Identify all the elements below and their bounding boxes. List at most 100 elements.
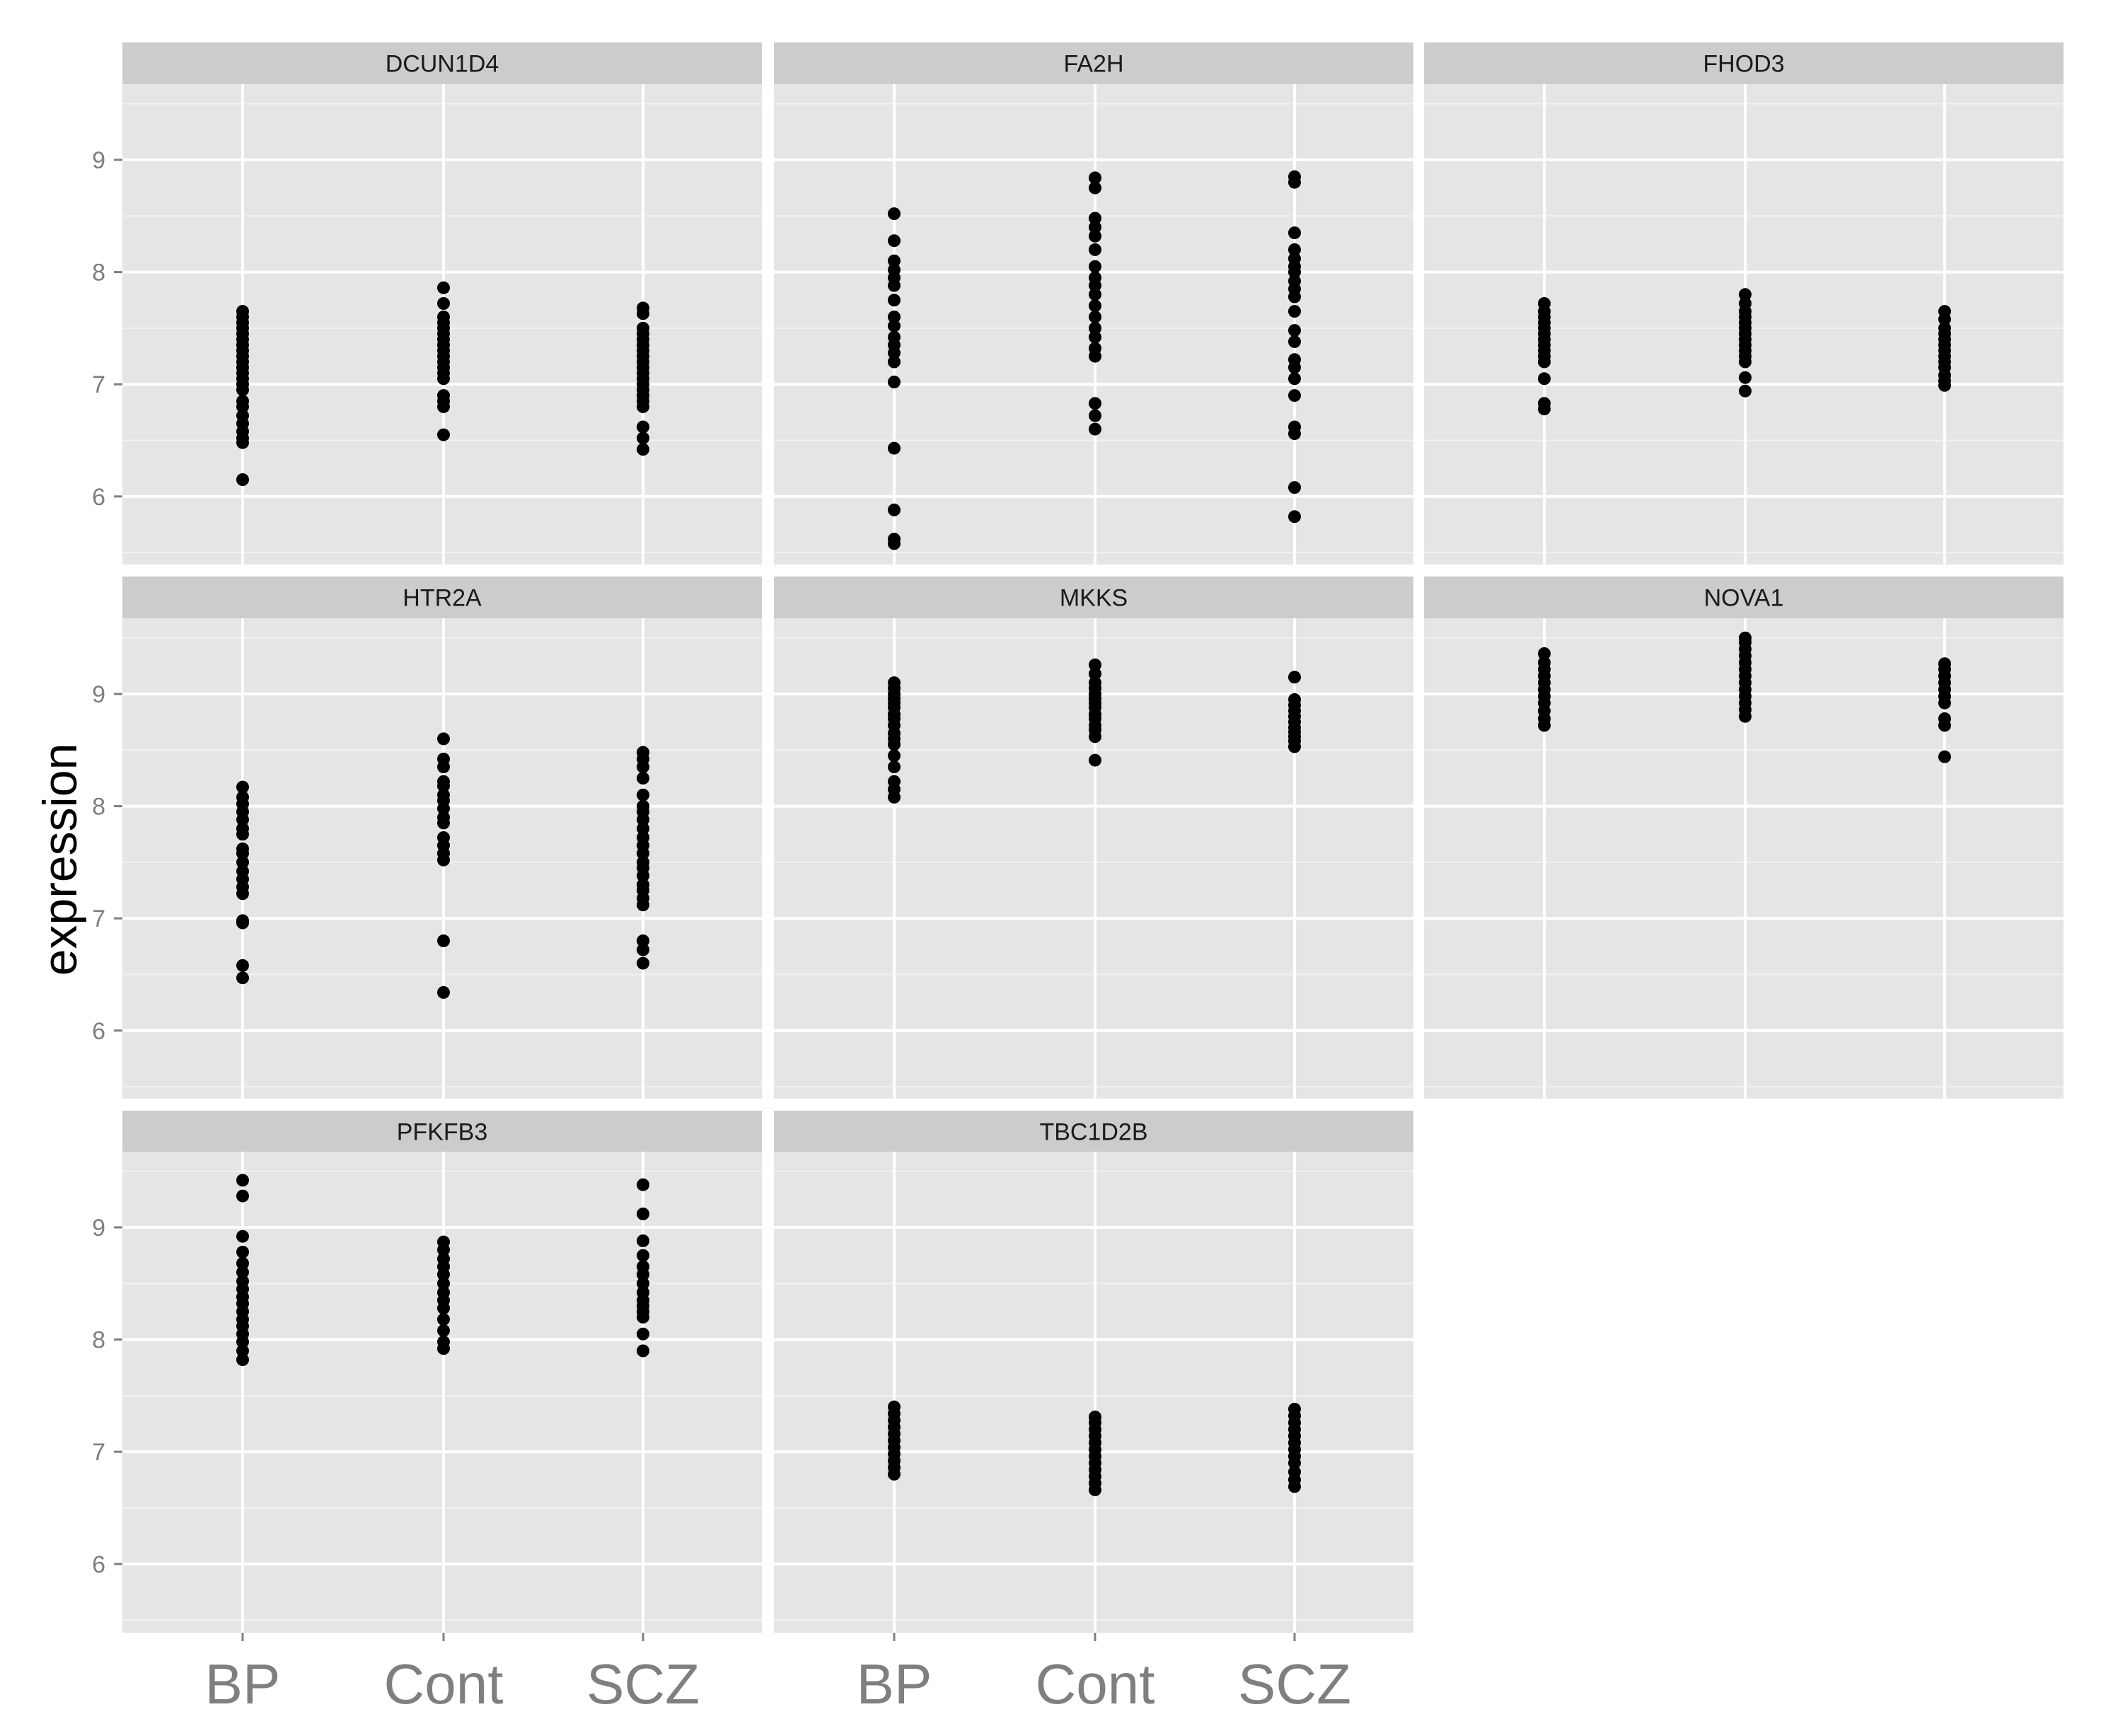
data-point [1089,311,1101,323]
data-point [888,234,901,248]
series-fa2h-cont [1089,171,1101,436]
facet-strip [774,1111,1413,1152]
data-point [637,956,649,970]
facet-strip-label: NOVA1 [1704,585,1784,612]
series-tbc1d2b-scz [1288,1402,1301,1493]
data-point [236,790,249,804]
data-point [1288,389,1301,403]
data-point [1938,305,1951,318]
data-point [1938,712,1951,725]
data-point [1089,221,1101,234]
data-point [888,760,901,774]
data-point [1089,330,1101,344]
data-point [888,330,901,344]
data-point [1739,297,1752,310]
data-point [236,959,249,972]
series-mkks-bp [888,676,901,804]
data-point [637,432,649,445]
data-point [637,1208,649,1220]
y-tick-label: 8 [92,260,105,287]
data-point [888,311,901,323]
data-point [1288,324,1301,337]
data-point [437,1313,450,1326]
series-mkks-scz [1288,671,1301,753]
data-point [1288,305,1301,318]
data-point [236,1266,249,1279]
data-point [637,788,649,802]
data-point [437,311,450,323]
series-tbc1d2b-bp [888,1400,901,1481]
y-tick-label: 6 [92,1551,105,1578]
series-nova1-cont [1739,631,1752,723]
data-point [437,1235,450,1249]
data-point [1938,321,1951,335]
series-nova1-scz [1938,657,1951,763]
data-point [236,473,249,486]
facet-strip [122,1111,762,1152]
data-point [437,775,450,788]
facet-panel-mkks: MKKS [774,577,1413,1099]
series-htr2a-bp [236,780,249,985]
data-point [1739,384,1752,398]
data-point [637,1260,649,1273]
data-point [1538,397,1551,410]
data-point [888,254,901,267]
data-point [637,822,649,835]
data-point [1938,750,1951,763]
series-htr2a-cont [437,732,450,999]
facet-panels: DCUN1D4 FA2H FHOD3 HTR2A MKKS NOVA1 PFKFB3 TBC1… [122,42,2064,1633]
data-point [236,305,249,318]
facet-strip-label: TBC1D2B [1039,1119,1147,1146]
data-point [236,1245,249,1258]
data-point [1739,631,1752,644]
facet-strip [1424,577,2064,618]
data-point [236,1174,249,1187]
facet-strip [122,577,762,618]
y-tick-label: 7 [92,371,105,398]
data-point [637,1249,649,1262]
y-tick-label: 8 [92,794,105,821]
data-point [1739,288,1752,301]
data-point [1288,335,1301,348]
data-point [637,831,649,844]
facet-panel-fhod3: FHOD3 [1424,42,2064,565]
data-point [637,746,649,759]
facet-strip-label: DCUN1D4 [386,51,499,78]
data-point [1089,271,1101,284]
series-pfkfb3-bp [236,1174,249,1367]
data-point [1288,420,1301,434]
data-point [888,263,901,277]
facet-strip [774,42,1413,84]
data-point [437,1335,450,1348]
series-fhod3-scz [1938,305,1951,392]
y-tick-label: 6 [92,1018,105,1045]
y-tick-label: 9 [92,147,105,174]
data-point [1288,353,1301,366]
data-point [437,297,450,310]
data-point [1288,252,1301,265]
data-point [888,775,901,788]
data-point [888,676,901,690]
data-point [1288,693,1301,706]
data-point [1089,667,1101,681]
data-point [437,985,450,999]
x-axis: BP Cont SCZ BP Cont SCZ [205,1633,1351,1715]
data-point [1089,658,1101,671]
facet-panel-fa2h: FA2H [774,42,1413,565]
series-dcun1d4-cont [437,281,450,441]
data-point [888,294,901,307]
facet-strip [774,577,1413,618]
series-htr2a-scz [637,746,649,970]
data-point [437,811,450,824]
data-point [1089,409,1101,422]
y-tick-label: 7 [92,905,105,932]
data-point [1089,753,1101,767]
data-point [1089,397,1101,410]
data-point [236,409,249,422]
data-point [236,822,249,835]
series-pfkfb3-cont [437,1235,450,1355]
data-point [1288,1465,1301,1479]
data-point [637,321,649,335]
data-point [236,1189,249,1203]
data-point [888,503,901,516]
